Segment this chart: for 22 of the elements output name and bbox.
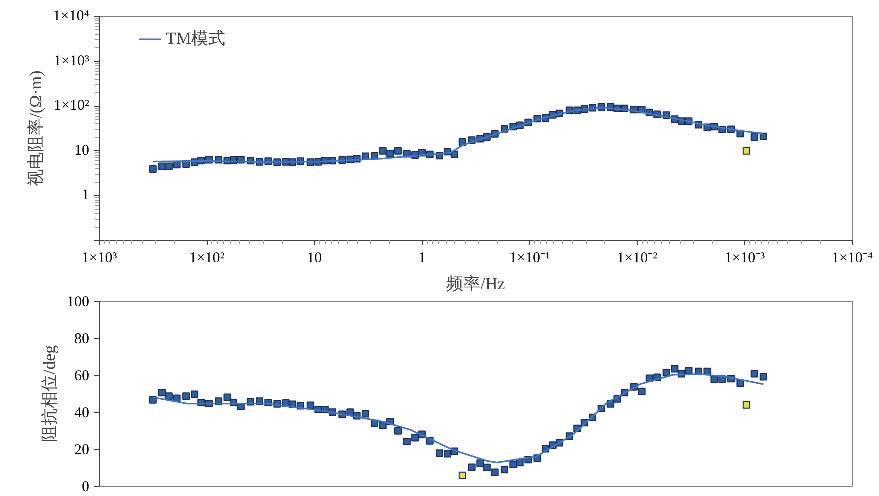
y-tick-label: 1×10² [54,98,90,114]
y-tick-label: 10 [74,142,90,159]
x-tick-label: 1×10⁻² [617,250,658,266]
x-axis-title: 频率/Hz [446,274,506,294]
x-tick-label: 1×10⁻³ [724,250,766,266]
y-tick-label: 0 [82,480,90,496]
x-tick-label: 1×10² [189,250,226,266]
y-tick-label: 1×10⁴ [53,8,90,24]
y-tick-label: 1 [82,188,90,204]
y-tick-label: 100 [67,294,90,310]
x-tick-label: 1×10⁻¹ [510,250,550,266]
x-tick-label: 1×10⁻⁴ [832,250,874,266]
y-tick-label: 40 [74,406,90,422]
y-axis-title: 阻抗相位/deg [40,344,59,443]
x-tick-label: 1 [418,250,426,266]
x-tick-label: 10 [307,250,322,266]
y-tick-label: 20 [74,442,90,458]
y-tick-label: 80 [74,332,90,348]
y-axis-title: 视电阻率/(Ω·m) [26,70,46,186]
y-tick-label: 1×10³ [54,53,90,70]
y-tick-label: 60 [74,368,90,384]
legend-label: TM模式 [166,28,226,50]
